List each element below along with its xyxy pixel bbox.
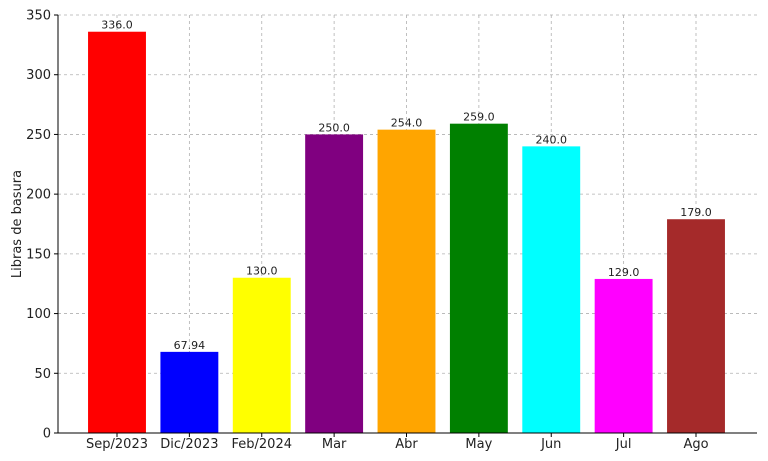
bar-sep-2023 [88,31,146,433]
bar-jul [594,278,653,433]
data-labels: 336.0 67.94 130.0 250.0 254.0 259.0 240.0 129.0… [101,19,712,352]
bar-jun [522,146,581,433]
tick-labels: 0 50 100 150 200 250 300 350 Sep/2023 Dic/2023 Feb… [26,9,708,453]
y-tick-label: 100 [26,307,51,322]
x-tick-label: Feb/2024 [232,437,292,452]
x-tick-label: Abr [395,437,418,452]
bar-dic-2023 [160,351,219,433]
y-tick-label: 200 [26,188,51,203]
axes [54,14,757,437]
y-tick-label: 150 [26,247,51,262]
bar-mar [305,134,364,433]
data-label: 336.0 [101,19,133,32]
bar-abr [377,129,436,433]
data-label: 259.0 [463,111,495,124]
x-tick-label: Sep/2023 [86,437,148,452]
data-label: 254.0 [391,117,423,130]
bar-may [449,123,508,434]
data-label: 250.0 [318,121,350,134]
data-label: 179.0 [680,206,712,219]
y-tick-label: 300 [26,68,51,83]
y-tick-label: 50 [34,367,51,382]
x-tick-label: May [465,437,492,452]
y-axis-label: Libras de basura [10,170,25,278]
x-tick-label: Dic/2023 [160,437,218,452]
x-tick-label: Mar [322,437,347,452]
data-label: 129.0 [608,266,640,279]
data-label: 67.94 [174,339,206,352]
x-tick-label: Jun [540,437,561,452]
x-tick-label: Ago [683,437,708,452]
y-tick-label: 0 [43,427,51,442]
x-tick-label: Jul [615,437,632,452]
data-label: 240.0 [536,133,568,146]
bar-feb-2024 [232,277,291,433]
y-tick-label: 250 [26,128,51,143]
y-tick-label: 350 [26,9,51,24]
bars [88,31,725,434]
bar-ago [667,219,725,433]
data-label: 130.0 [246,265,278,278]
